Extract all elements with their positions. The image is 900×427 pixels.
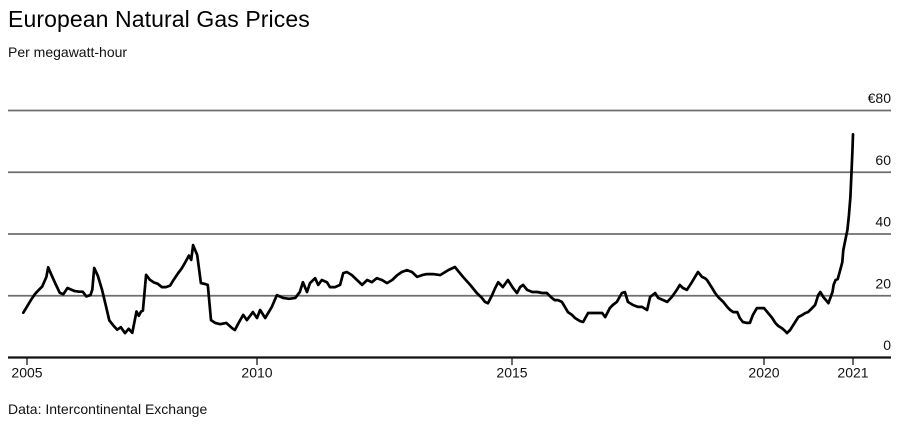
chart-title: European Natural Gas Prices	[8, 6, 310, 32]
y-axis-label-0: 0	[883, 337, 891, 353]
chart-subtitle: Per megawatt-hour	[8, 44, 128, 60]
x-axis-tick-label-2005: 2005	[11, 365, 42, 381]
x-axis-tick-label-2021: 2021	[837, 365, 868, 381]
x-axis-tick-label-2010: 2010	[241, 365, 272, 381]
y-axis-label-20: 20	[875, 275, 891, 291]
x-axis-tick-label-2015: 2015	[496, 365, 527, 381]
y-axis-label-80: €80	[868, 90, 892, 106]
y-axis-label-40: 40	[875, 214, 891, 230]
x-axis-tick-label-2020: 2020	[748, 365, 779, 381]
price-line	[21, 132, 855, 335]
data-source-note: Data: Intercontinental Exchange	[8, 401, 208, 417]
y-axis-label-60: 60	[875, 152, 891, 168]
